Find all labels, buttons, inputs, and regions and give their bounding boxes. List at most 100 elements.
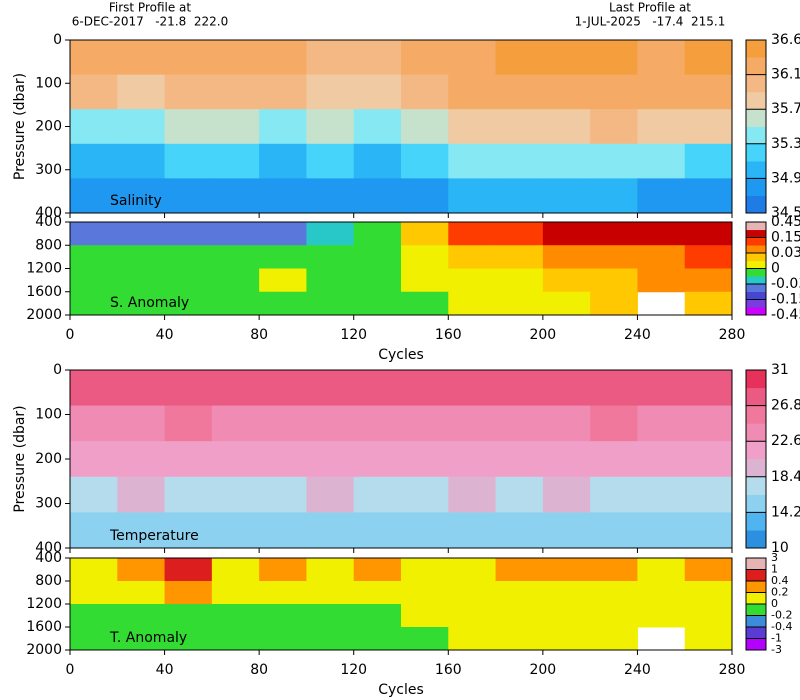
cell — [117, 476, 166, 513]
panel-label: S. Anomaly — [110, 295, 189, 311]
colorbar-band — [746, 441, 766, 460]
cell — [211, 581, 260, 605]
cell — [353, 627, 402, 651]
cell — [259, 476, 307, 513]
cell — [164, 370, 213, 407]
colorbar-band — [746, 615, 766, 628]
cell — [542, 245, 591, 269]
cell — [590, 143, 638, 179]
cell — [117, 441, 166, 478]
colorbar-band — [746, 627, 766, 639]
cell — [448, 604, 497, 628]
cell — [259, 604, 307, 628]
cell — [259, 40, 307, 76]
colorbar-label: 0.15 — [771, 230, 800, 246]
cell — [637, 558, 686, 582]
cell — [542, 222, 591, 246]
x-axis-title: Cycles — [378, 347, 424, 363]
colorbar-band — [746, 268, 766, 277]
cell — [637, 604, 686, 628]
cell — [70, 604, 118, 628]
colorbar-label: 18.4 — [771, 469, 800, 485]
colorbar-band — [746, 423, 766, 442]
cell — [259, 581, 307, 605]
cell — [211, 143, 260, 179]
colorbar-label: -0.45 — [771, 307, 800, 323]
cell — [684, 558, 733, 582]
cell — [637, 268, 686, 293]
cell — [164, 222, 213, 246]
cell — [306, 405, 355, 442]
cell — [259, 627, 307, 651]
cell — [684, 604, 733, 628]
cell — [306, 222, 355, 246]
cell — [637, 178, 686, 214]
cell — [70, 581, 118, 605]
cell — [684, 441, 733, 478]
cell — [117, 405, 166, 442]
cell — [401, 268, 449, 293]
colorbar-band — [746, 307, 766, 316]
cell — [306, 143, 355, 179]
colorbar-label: 36.6 — [771, 32, 800, 48]
y-tick-label: 400 — [35, 540, 62, 556]
cell — [117, 109, 166, 145]
cell — [259, 245, 307, 269]
cell — [164, 143, 213, 179]
cell — [448, 109, 497, 145]
cell — [684, 40, 733, 76]
cell — [401, 581, 449, 605]
cell — [70, 40, 118, 76]
cell — [542, 558, 591, 582]
cell — [306, 627, 355, 651]
cell — [590, 291, 638, 316]
cell — [590, 178, 638, 214]
x-tick-label: 120 — [340, 662, 367, 678]
cell — [401, 178, 449, 214]
cell — [306, 178, 355, 214]
cell — [637, 512, 686, 549]
cell — [259, 512, 307, 549]
x-tick-label: 40 — [156, 327, 174, 343]
cell — [211, 109, 260, 145]
cell — [590, 268, 638, 293]
x-tick-label: 200 — [529, 662, 556, 678]
colorbar-label: 35.34 — [771, 136, 800, 152]
colorbar-label: -0.03 — [771, 276, 800, 292]
cell — [401, 109, 449, 145]
cell — [164, 74, 213, 110]
cell — [353, 40, 402, 76]
cell — [259, 405, 307, 442]
cell — [70, 476, 118, 513]
y-tick-label: 200 — [35, 119, 62, 135]
cell — [259, 143, 307, 179]
cell — [70, 558, 118, 582]
colorbar-band — [746, 459, 766, 478]
cell — [353, 604, 402, 628]
cell — [164, 441, 213, 478]
y-axis-title: Pressure (dbar) — [12, 405, 28, 512]
cell — [590, 222, 638, 246]
colorbar-band — [746, 530, 766, 549]
cell — [590, 476, 638, 513]
colorbar-band — [746, 178, 766, 196]
colorbar-label: 34.5 — [771, 205, 800, 221]
cell — [637, 405, 686, 442]
colorbar-band — [746, 57, 766, 75]
cell — [211, 245, 260, 269]
cell — [590, 558, 638, 582]
y-tick-label: 1600 — [26, 284, 62, 300]
cell — [306, 245, 355, 269]
cell — [637, 581, 686, 605]
cell — [164, 268, 213, 293]
y-tick-label: 400 — [35, 550, 62, 566]
cell — [211, 476, 260, 513]
x-tick-label: 0 — [66, 327, 75, 343]
cell — [211, 268, 260, 293]
cell — [542, 512, 591, 549]
x-tick-label: 280 — [719, 662, 746, 678]
x-axis-title: Cycles — [378, 682, 424, 698]
cell — [164, 178, 213, 214]
colorbar-label: 0 — [771, 261, 780, 277]
